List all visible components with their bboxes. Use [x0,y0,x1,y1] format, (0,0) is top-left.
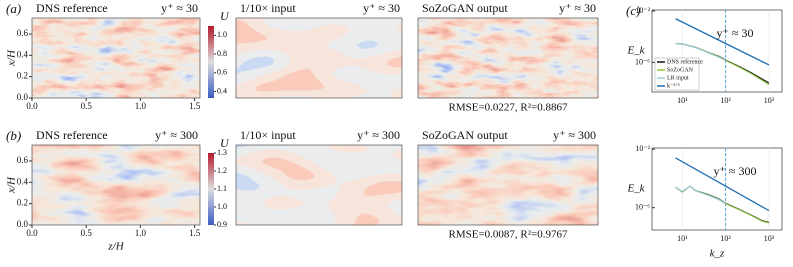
colorbar-tick-label: 0.6 [217,68,227,77]
x-tick-label: 0.5 [81,228,93,238]
series-line [675,42,726,62]
yplus-label: y⁺ ≈ 300 [553,128,596,142]
panel-title: 1/10× input [240,1,296,15]
yplus-label: y⁺ ≈ 30 [717,26,754,40]
metrics: RMSE=0.0227, R²=0.8867 [449,102,568,114]
y-tick-label: 0.6 [17,155,29,165]
panel-frame [31,144,201,226]
x-axis-label: k_z [710,248,725,260]
y-axis-label: E_k [626,45,645,57]
panel-frame [417,144,599,226]
x-tick-label: 1.0 [135,228,147,238]
y-tick-label: 10⁻² [635,6,650,15]
y-tick-label: 0.0 [17,219,29,229]
panel-title: DNS reference [36,1,108,15]
legend-box [654,57,700,91]
colorbar-tick-label: 0.8 [217,49,227,58]
panel-title: DNS reference [36,128,108,142]
x-tick-label: 1.0 [135,101,147,111]
legend-label: SoZoGAN [667,67,694,73]
panel-frame [235,144,403,226]
series-line [675,185,726,205]
series-line [675,18,770,66]
x-tick-label: 0.0 [26,228,38,238]
panel-label: (b) [6,128,21,143]
field-image [236,145,402,225]
yplus-label: y⁺ ≈ 30 [559,1,596,15]
field-image [32,145,200,225]
x-tick-label: 10¹ [677,96,688,105]
x-axis-label: z/H [107,241,124,253]
colorbar-tick-label: 1.0 [217,30,227,39]
metrics: RMSE=0.0087, R²=0.9767 [449,229,568,241]
colorbar-tick-label: 0.9 [217,220,227,229]
panel-title: 1/10× input [240,128,296,142]
yplus-label: y⁺ ≈ 30 [363,1,400,15]
field-image [236,18,402,98]
colorbar-tick-label: 1.3 [217,148,227,157]
yplus-label: y⁺ ≈ 300 [714,164,757,178]
field-image [418,145,598,225]
panel-title: SoZoGAN output [422,1,508,15]
y-tick-label: 0.0 [17,92,29,102]
panel-label: (a) [6,1,21,16]
panel-frame [235,17,403,99]
x-tick-label: 10² [720,96,731,105]
legend-label: DNS reference [667,58,703,65]
y-tick-label: 10⁻² [635,144,650,153]
yplus-label: y⁺ ≈ 300 [357,128,400,142]
x-tick-label: 0.0 [26,101,38,111]
panel-frame [31,17,201,99]
y-axis-label: E_k [626,183,645,195]
y-tick-label: 0.2 [17,71,28,81]
y-tick-label: 0.2 [17,198,28,208]
y-tick-label: 10⁻⁶ [635,203,650,212]
plot-frame [651,9,783,93]
field-image [32,18,200,98]
colorbar-tick-label: 0.4 [217,86,227,95]
yplus-label: y⁺ ≈ 30 [161,1,198,15]
x-tick-label: 1.5 [189,101,201,111]
field-image [418,18,598,98]
panel-frame [417,17,599,99]
yplus-label: y⁺ ≈ 300 [155,128,198,142]
y-tick-label: 0.4 [17,49,29,59]
legend-label: LR input [667,75,689,81]
y-tick-label: 0.4 [17,176,29,186]
x-tick-label: 10³ [764,234,775,243]
panel-title: SoZoGAN output [422,128,508,142]
colorbar-tick-label: 1.1 [217,184,227,193]
y-tick-label: 10⁻⁶ [635,57,650,66]
series-line [675,157,770,212]
colorbar-tick-label: 1.2 [217,166,227,175]
colorbar [208,26,214,98]
colorbar-label: U [220,136,230,150]
x-tick-label: 1.5 [189,228,201,238]
x-tick-label: 0.5 [81,101,93,111]
colorbar [208,153,214,225]
y-tick-label: 0.6 [17,28,29,38]
x-tick-label: 10³ [764,96,775,105]
colorbar-tick-label: 1.0 [217,202,227,211]
y-axis-label: x/H [6,176,18,194]
plot-frame [651,147,783,231]
x-tick-label: 10² [720,234,731,243]
colorbar-label: U [220,9,230,23]
legend-label: k⁻⁵ᐟ³ [667,82,680,89]
panel-label: (c) [626,3,640,18]
x-tick-label: 10¹ [677,234,688,243]
y-axis-label: x/H [6,49,18,67]
series-line [675,185,770,224]
